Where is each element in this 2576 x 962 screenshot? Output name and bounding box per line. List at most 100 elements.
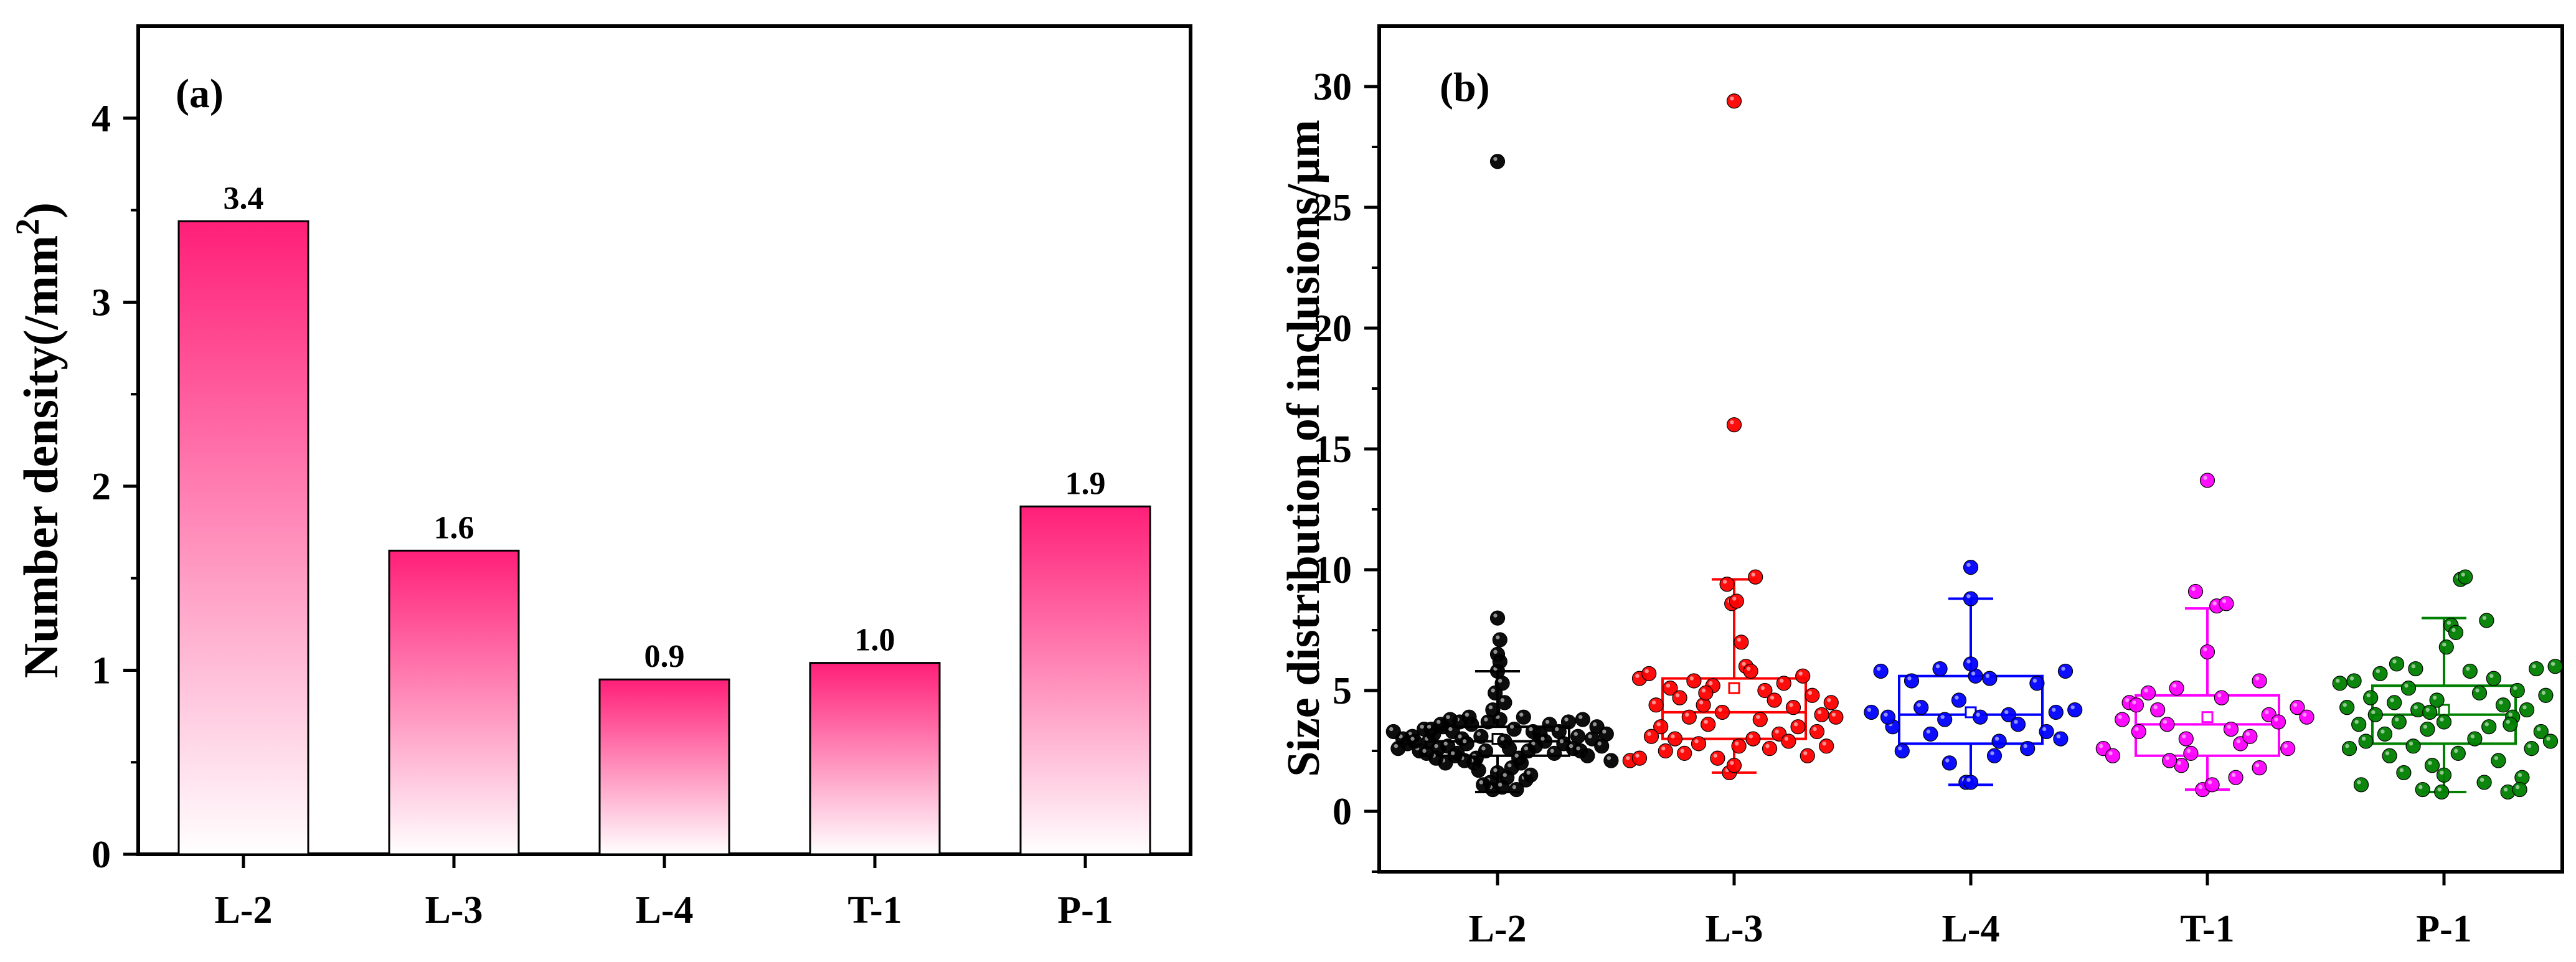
data-point bbox=[1874, 664, 1888, 678]
data-point-highlight bbox=[2442, 643, 2446, 646]
data-point bbox=[2347, 674, 2361, 688]
data-point-highlight bbox=[2551, 662, 2555, 666]
data-point bbox=[1575, 712, 1590, 727]
data-point bbox=[1810, 724, 1824, 738]
data-point-highlight bbox=[2336, 679, 2339, 682]
data-point-highlight bbox=[2367, 693, 2371, 697]
data-point bbox=[2184, 746, 2198, 760]
data-point-highlight bbox=[1510, 725, 1514, 729]
data-point-highlight bbox=[1550, 749, 1554, 753]
data-point-highlight bbox=[2203, 648, 2207, 651]
data-point-highlight bbox=[1884, 712, 1887, 716]
data-point bbox=[1692, 737, 1706, 751]
data-point bbox=[1992, 734, 2006, 748]
data-point-highlight bbox=[2400, 768, 2404, 772]
data-point bbox=[2021, 742, 2035, 756]
y-tick-label-a: 0 bbox=[92, 834, 111, 876]
data-point-highlight bbox=[1747, 667, 1750, 671]
data-point-highlight bbox=[1493, 157, 1497, 161]
data-point-highlight bbox=[1818, 710, 1821, 714]
data-point bbox=[1493, 633, 1507, 647]
data-point-highlight bbox=[2392, 659, 2396, 663]
data-point bbox=[1481, 715, 1495, 729]
data-point bbox=[2468, 732, 2482, 746]
data-point-highlight bbox=[2461, 572, 2465, 576]
data-point-highlight bbox=[1986, 674, 1989, 677]
data-point bbox=[2141, 686, 2156, 700]
data-point bbox=[1682, 710, 1696, 724]
data-point bbox=[1824, 696, 1838, 710]
data-point-highlight bbox=[1927, 730, 1930, 733]
data-point bbox=[2333, 676, 2347, 691]
data-point-highlight bbox=[1652, 700, 1656, 704]
data-point bbox=[1420, 746, 1434, 760]
data-point bbox=[1964, 657, 1978, 671]
data-point bbox=[1796, 669, 1810, 683]
data-point-highlight bbox=[1966, 778, 1970, 781]
data-point-highlight bbox=[1501, 737, 1504, 740]
data-point bbox=[1658, 744, 1673, 758]
data-point bbox=[2451, 746, 2465, 760]
data-point bbox=[2397, 765, 2411, 780]
data-point bbox=[1524, 768, 1538, 782]
data-point bbox=[1710, 751, 1725, 765]
y-axis-label-b: Size distribution of inclusions/μm bbox=[1278, 120, 1329, 777]
data-point bbox=[2415, 783, 2430, 797]
data-point bbox=[1604, 753, 1618, 768]
data-point bbox=[1988, 748, 2002, 763]
data-point-highlight bbox=[2118, 715, 2122, 719]
data-point-highlight bbox=[1465, 712, 1469, 716]
data-point-highlight bbox=[2293, 703, 2297, 707]
data-point bbox=[1781, 734, 1796, 748]
figure: 3.41.60.9 1.01.9 L-2 L-3 L-4 T-1 P-101234 (a)… bbox=[0, 0, 2576, 962]
data-point-highlight bbox=[2542, 691, 2545, 695]
data-point bbox=[2252, 761, 2267, 775]
data-point-highlight bbox=[1593, 722, 1597, 726]
data-point-highlight bbox=[2208, 780, 2212, 784]
data-point bbox=[1701, 717, 1715, 732]
data-point bbox=[2131, 724, 2146, 738]
data-point bbox=[1720, 577, 1734, 592]
data-point bbox=[2160, 717, 2174, 732]
data-point bbox=[2524, 742, 2539, 756]
data-point-highlight bbox=[2483, 616, 2486, 620]
data-point bbox=[1964, 775, 1978, 790]
data-point-highlight bbox=[1647, 732, 1651, 736]
data-point-highlight bbox=[1446, 715, 1450, 719]
data-point-highlight bbox=[2494, 756, 2498, 760]
data-point bbox=[1727, 94, 1742, 108]
data-point-highlight bbox=[1685, 712, 1689, 716]
data-point-highlight bbox=[1545, 720, 1549, 724]
data-point-highlight bbox=[1493, 613, 1497, 617]
data-point-highlight bbox=[2414, 705, 2418, 709]
data-point bbox=[2281, 742, 2295, 756]
data-point bbox=[1633, 751, 1647, 765]
data-point-highlight bbox=[1945, 758, 1949, 762]
data-point-highlight bbox=[2480, 778, 2484, 781]
data-point bbox=[1914, 700, 1928, 715]
x-tick-label-a: T-1 bbox=[847, 889, 902, 931]
data-point bbox=[2115, 712, 2130, 727]
data-point-highlight bbox=[1917, 703, 1921, 707]
x-tick-label-a: L-2 bbox=[215, 889, 273, 931]
data-point-highlight bbox=[1564, 717, 1568, 721]
bar-l-3 bbox=[389, 550, 519, 854]
data-point-highlight bbox=[2303, 712, 2306, 716]
data-point bbox=[2169, 681, 2184, 696]
data-point-highlight bbox=[2423, 725, 2427, 729]
data-point-highlight bbox=[1555, 727, 1559, 731]
y-tick-label-b: 0 bbox=[1333, 791, 1352, 833]
panel-label-a: (a) bbox=[176, 71, 224, 116]
data-point-highlight bbox=[1735, 742, 1739, 745]
data-point-highlight bbox=[1730, 420, 1734, 424]
x-tick-label-b: T-1 bbox=[2180, 908, 2234, 950]
data-point-highlight bbox=[1437, 720, 1440, 724]
x-tick-label-b: L-2 bbox=[1469, 908, 1527, 950]
data-point-highlight bbox=[2466, 667, 2470, 671]
data-point bbox=[1776, 676, 1791, 691]
y-tick-label-a: 1 bbox=[92, 649, 111, 692]
data-point-highlight bbox=[2412, 664, 2415, 668]
data-point-highlight bbox=[1496, 635, 1499, 639]
x-tick-label-a: L-4 bbox=[636, 889, 694, 931]
data-point bbox=[2205, 778, 2219, 792]
